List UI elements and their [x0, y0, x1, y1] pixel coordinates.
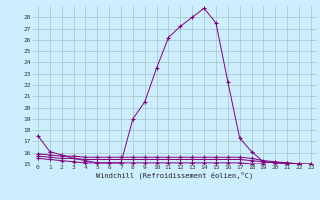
X-axis label: Windchill (Refroidissement éolien,°C): Windchill (Refroidissement éolien,°C) [96, 172, 253, 179]
